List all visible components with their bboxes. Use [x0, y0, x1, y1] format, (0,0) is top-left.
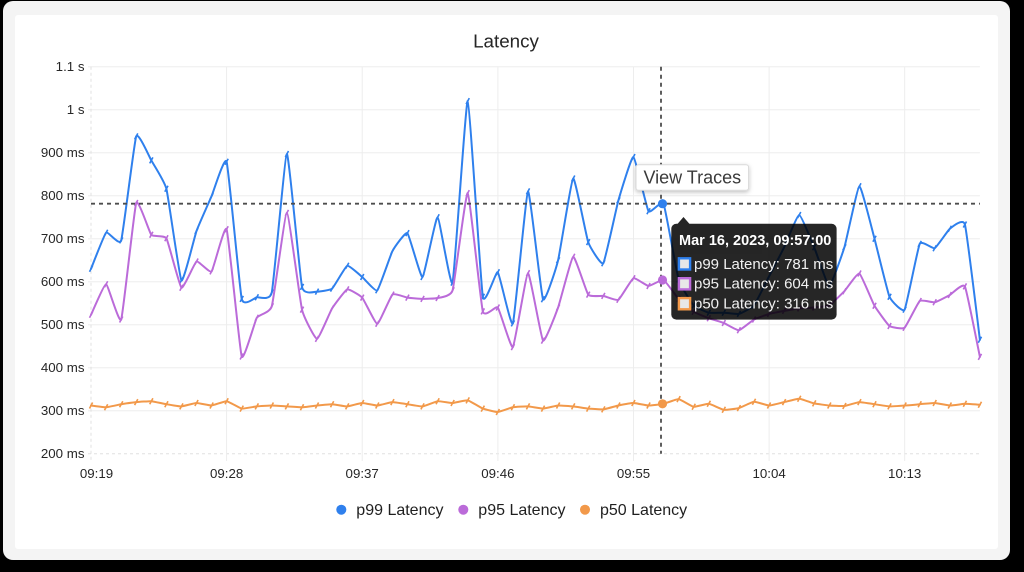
svg-text:09:46: 09:46 — [481, 466, 514, 481]
svg-text:200 ms: 200 ms — [41, 446, 85, 461]
svg-text:p99 Latency: p99 Latency — [356, 502, 443, 519]
svg-text:600 ms: 600 ms — [41, 274, 85, 289]
svg-text:p95 Latency: 604 ms: p95 Latency: 604 ms — [694, 276, 833, 293]
svg-text:300 ms: 300 ms — [41, 403, 85, 418]
svg-text:p50 Latency: p50 Latency — [600, 502, 687, 519]
svg-text:p50 Latency: 316 ms: p50 Latency: 316 ms — [694, 296, 833, 313]
svg-text:500 ms: 500 ms — [41, 317, 85, 332]
svg-text:700 ms: 700 ms — [41, 231, 85, 246]
svg-text:Mar 16, 2023, 09:57:00: Mar 16, 2023, 09:57:00 — [679, 233, 831, 249]
svg-text:1 s: 1 s — [67, 102, 85, 117]
svg-text:p99 Latency: 781 ms: p99 Latency: 781 ms — [694, 256, 833, 273]
svg-text:View Traces: View Traces — [643, 168, 741, 188]
svg-text:09:55: 09:55 — [617, 466, 650, 481]
svg-text:400 ms: 400 ms — [41, 360, 85, 375]
svg-text:10:04: 10:04 — [752, 466, 785, 481]
svg-text:09:37: 09:37 — [346, 466, 379, 481]
svg-text:900 ms: 900 ms — [41, 145, 85, 160]
svg-text:p95 Latency: p95 Latency — [478, 502, 565, 519]
svg-text:Latency: Latency — [473, 31, 539, 52]
svg-text:800 ms: 800 ms — [41, 188, 85, 203]
svg-text:10:13: 10:13 — [888, 466, 921, 481]
svg-text:1.1 s: 1.1 s — [56, 59, 85, 74]
svg-text:09:19: 09:19 — [80, 466, 113, 481]
svg-text:09:28: 09:28 — [210, 466, 243, 481]
